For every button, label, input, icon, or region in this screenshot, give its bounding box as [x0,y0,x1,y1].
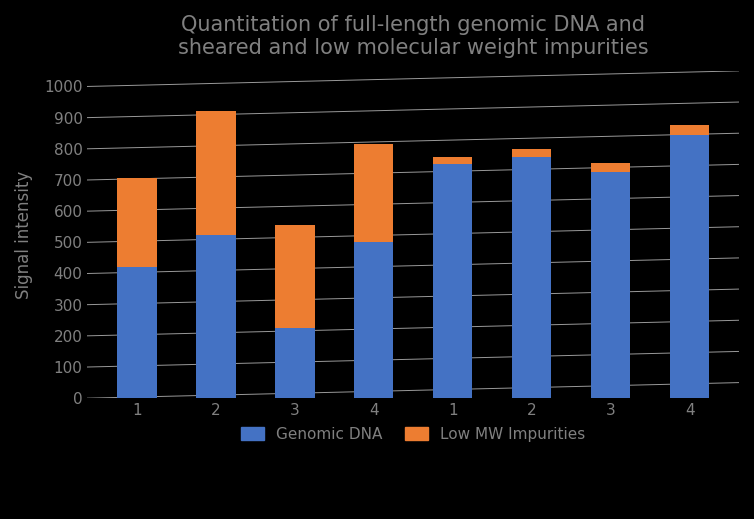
Bar [354,144,394,242]
Y-axis label: Signal intensity: Signal intensity [15,170,33,298]
Bar [275,328,314,398]
Bar [670,126,710,135]
Bar [670,135,710,398]
Bar [433,157,473,165]
Bar [117,267,157,398]
Bar [591,163,630,172]
Bar [512,157,551,398]
Title: Quantitation of full-length genomic DNA and
sheared and low molecular weight imp: Quantitation of full-length genomic DNA … [178,15,648,58]
Bar [117,179,157,267]
Bar [196,112,235,235]
Bar [354,242,394,398]
Bar [275,225,314,328]
Bar [591,172,630,398]
Bar [196,235,235,398]
Bar [433,165,473,398]
Bar [512,149,551,157]
Legend: Genomic DNA, Low MW Impurities: Genomic DNA, Low MW Impurities [233,419,593,449]
